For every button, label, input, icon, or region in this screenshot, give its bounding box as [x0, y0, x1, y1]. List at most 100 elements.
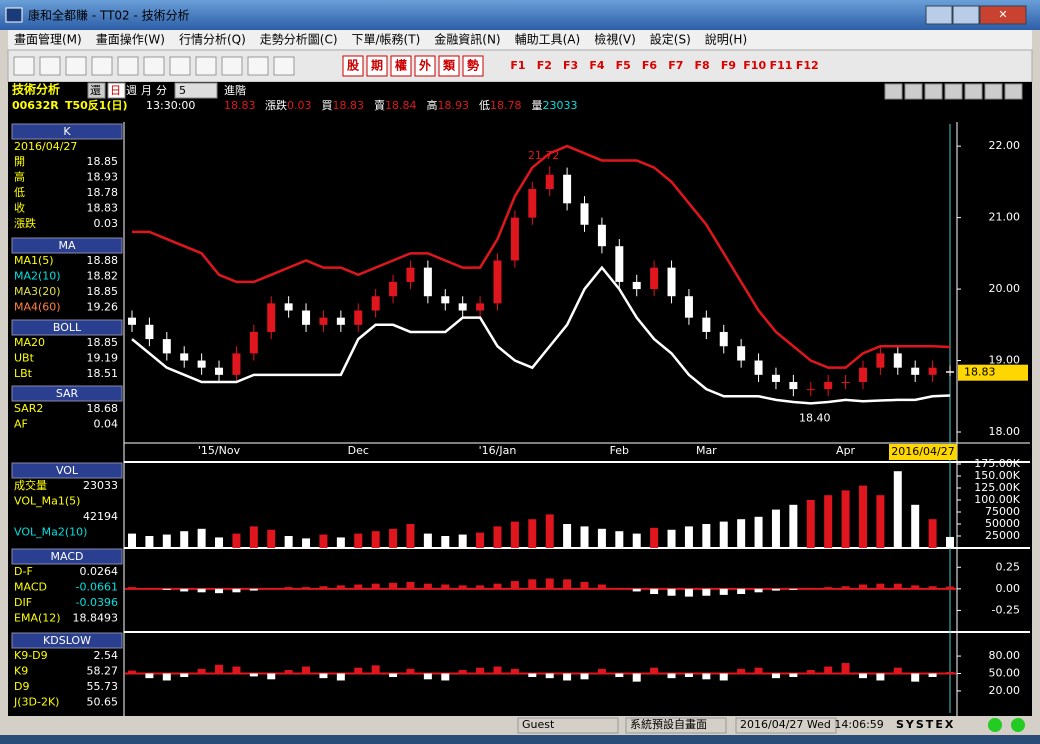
- menu-item[interactable]: 下單/帳務(T): [352, 33, 421, 47]
- window-title: 康和全都賺 - TT02 - 技術分析: [28, 8, 190, 23]
- view-button[interactable]: [984, 83, 1003, 100]
- bar: [476, 667, 485, 674]
- market-button[interactable]: [438, 55, 460, 77]
- period-box[interactable]: [174, 82, 218, 99]
- y-tick-label: 0.25: [996, 560, 1021, 573]
- mode-box[interactable]: [107, 82, 126, 99]
- market-button[interactable]: [390, 55, 412, 77]
- market-button-label: 期: [371, 58, 383, 73]
- market-button[interactable]: [414, 55, 436, 77]
- panel-value: 18.88: [87, 254, 119, 267]
- market-button-label: 權: [395, 58, 407, 73]
- close-button[interactable]: [979, 5, 1027, 25]
- bar: [354, 533, 363, 548]
- bar: [215, 664, 224, 674]
- view-button[interactable]: [904, 83, 923, 100]
- panel-title: MA: [58, 239, 75, 252]
- y-tick-label: 21.00: [989, 211, 1021, 224]
- bar: [441, 673, 450, 681]
- fkey[interactable]: F9: [721, 59, 736, 72]
- mode-box[interactable]: [87, 82, 106, 99]
- view-button[interactable]: [944, 83, 963, 100]
- mode: 分: [156, 84, 167, 97]
- max-button[interactable]: [952, 5, 980, 25]
- fkey[interactable]: F7: [668, 59, 683, 72]
- candle-body: [510, 217, 519, 261]
- bar: [162, 534, 171, 548]
- bar: [771, 588, 780, 591]
- candle-body: [162, 339, 171, 354]
- status-cell: [625, 717, 727, 734]
- panel-value: 0.04: [94, 418, 119, 431]
- view-button[interactable]: [1004, 83, 1023, 100]
- fkey[interactable]: F10: [743, 59, 766, 72]
- fkey[interactable]: F8: [695, 59, 710, 72]
- menu-item[interactable]: 金融資訊(N): [434, 32, 500, 47]
- tool-icon[interactable]: [65, 56, 87, 76]
- status-led: [1011, 718, 1025, 732]
- view-button[interactable]: [924, 83, 943, 100]
- stock-name: T50反1(日): [65, 98, 128, 112]
- bar: [806, 587, 815, 589]
- tool-icon[interactable]: [13, 56, 35, 76]
- menu-item[interactable]: 檢視(V): [594, 32, 636, 47]
- tool-icon[interactable]: [273, 56, 295, 76]
- low-annotation: 18.40: [799, 411, 831, 424]
- candle-body: [615, 246, 624, 282]
- y-tick-label: 100.00K: [974, 493, 1020, 506]
- tool-icon[interactable]: [91, 56, 113, 76]
- tool-icon[interactable]: [117, 56, 139, 76]
- panel-label: 收: [14, 201, 25, 215]
- view-button[interactable]: [884, 83, 903, 100]
- bar: [180, 673, 189, 677]
- candle-body: [441, 296, 450, 304]
- tool-icon[interactable]: [143, 56, 165, 76]
- tool-icon[interactable]: [169, 56, 191, 76]
- market-button[interactable]: [342, 55, 364, 77]
- close-x: ✕: [998, 8, 1007, 21]
- menu-item[interactable]: 畫面操作(W): [96, 32, 165, 47]
- tool-icon[interactable]: [221, 56, 243, 76]
- fkey[interactable]: F4: [589, 59, 605, 72]
- fkey[interactable]: F6: [642, 59, 658, 72]
- panel-title: MACD: [51, 550, 84, 563]
- quote-price: 18.83: [224, 99, 256, 112]
- fkey[interactable]: F2: [537, 59, 552, 72]
- menu-item[interactable]: 輔助工具(A): [515, 33, 581, 47]
- bar: [824, 495, 833, 548]
- advanced: 進階: [224, 83, 246, 97]
- tool-icon[interactable]: [39, 56, 61, 76]
- tool-icon[interactable]: [195, 56, 217, 76]
- menu-item[interactable]: 說明(H): [705, 32, 747, 47]
- quote-label: 漲跌: [265, 98, 287, 112]
- bar: [928, 673, 937, 677]
- fkey[interactable]: F11: [770, 59, 793, 72]
- market-button-label: 類: [442, 58, 456, 73]
- market-button[interactable]: [366, 55, 388, 77]
- bar: [702, 588, 711, 596]
- market-button[interactable]: [462, 55, 484, 77]
- menu-item[interactable]: 行情分析(Q): [179, 33, 246, 47]
- panel-value: 18.82: [87, 270, 119, 283]
- fkey[interactable]: F3: [563, 59, 578, 72]
- bar: [580, 526, 589, 548]
- view-button[interactable]: [964, 83, 983, 100]
- tool-icon[interactable]: [247, 56, 269, 76]
- fkey[interactable]: F5: [616, 59, 631, 72]
- candle-body: [563, 174, 572, 204]
- bar: [493, 526, 502, 548]
- fkey[interactable]: F1: [510, 59, 525, 72]
- panel-header: [11, 237, 123, 254]
- min-button[interactable]: [925, 5, 953, 25]
- candle-body: [911, 367, 920, 375]
- panel-label: MA1(5): [14, 254, 54, 267]
- menu-item[interactable]: 畫面管理(M): [14, 32, 82, 47]
- menu-item[interactable]: 設定(S): [650, 32, 691, 47]
- bar: [824, 666, 833, 674]
- status-datetime: 2016/04/27 Wed 14:06:59: [740, 718, 884, 731]
- menu-item[interactable]: 走勢分析圖(C): [260, 32, 338, 47]
- fkey[interactable]: F12: [796, 59, 819, 72]
- quote-label: 量: [532, 99, 543, 112]
- bar: [232, 588, 241, 593]
